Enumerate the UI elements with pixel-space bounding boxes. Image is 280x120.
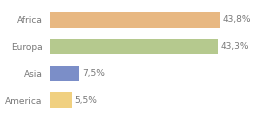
Bar xyxy=(50,12,220,27)
Text: 5,5%: 5,5% xyxy=(75,96,98,105)
Bar xyxy=(50,93,72,108)
Bar xyxy=(50,66,79,81)
Text: 43,8%: 43,8% xyxy=(223,15,251,24)
Bar xyxy=(50,39,218,54)
Text: 7,5%: 7,5% xyxy=(82,69,105,78)
Text: 43,3%: 43,3% xyxy=(221,42,249,51)
